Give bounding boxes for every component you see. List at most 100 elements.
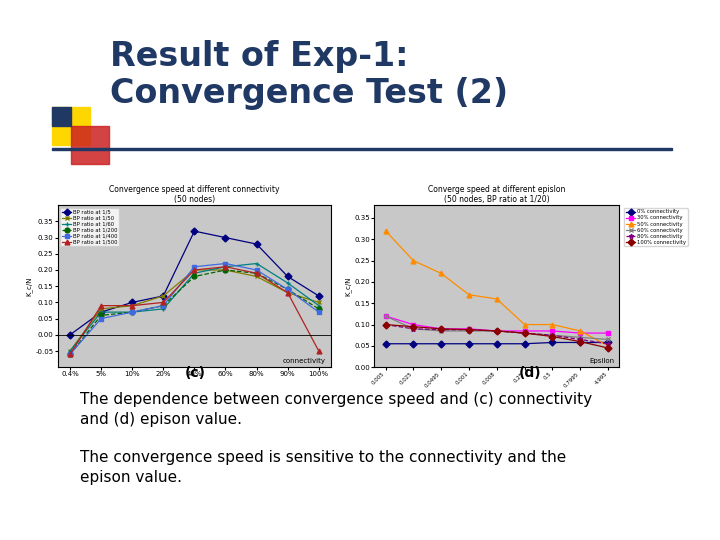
100% connectivity bbox=[409, 323, 418, 330]
BP ratio at 1/200 bbox=[284, 286, 292, 293]
30% connectivity bbox=[521, 328, 529, 334]
BP ratio at 1/400 bbox=[221, 260, 230, 267]
BP ratio at 1/200 bbox=[252, 270, 261, 276]
BP ratio at 1/500 bbox=[159, 299, 168, 306]
Bar bbox=[52, 148, 672, 150]
BP ratio at 1/200 bbox=[315, 306, 323, 312]
80% connectivity bbox=[381, 321, 390, 328]
BP ratio at 1/500 bbox=[221, 264, 230, 270]
BP ratio at 1/500 bbox=[66, 351, 74, 357]
BP ratio at 1/400 bbox=[128, 309, 137, 315]
50% connectivity bbox=[492, 296, 501, 302]
100% connectivity bbox=[576, 339, 585, 345]
Line: 100% connectivity: 100% connectivity bbox=[383, 322, 611, 350]
50% connectivity bbox=[381, 227, 390, 234]
BP ratio at 1/200 bbox=[221, 267, 230, 273]
100% connectivity bbox=[521, 330, 529, 336]
Bar bbox=[52, 107, 90, 145]
Bar bbox=[52, 107, 71, 126]
100% connectivity bbox=[492, 328, 501, 334]
60% connectivity bbox=[437, 328, 446, 334]
Text: (c): (c) bbox=[184, 366, 205, 380]
BP ratio at 1/50 bbox=[284, 289, 292, 296]
100% connectivity bbox=[437, 326, 446, 332]
100% connectivity bbox=[548, 333, 557, 340]
30% connectivity bbox=[437, 326, 446, 332]
60% connectivity bbox=[381, 313, 390, 319]
Bar bbox=[71, 126, 109, 164]
Title: Convergence speed at different connectivity
(50 nodes): Convergence speed at different connectiv… bbox=[109, 185, 279, 205]
30% connectivity bbox=[604, 330, 613, 336]
80% connectivity bbox=[576, 336, 585, 343]
BP ratio at 1/60 bbox=[159, 306, 168, 312]
BP ratio at 1/50 bbox=[66, 348, 74, 354]
Line: BP ratio at 1/60: BP ratio at 1/60 bbox=[68, 261, 321, 354]
Line: 60% connectivity: 60% connectivity bbox=[383, 314, 611, 342]
Y-axis label: K_c/N: K_c/N bbox=[26, 276, 32, 296]
BP ratio at 1/60 bbox=[128, 309, 137, 315]
BP ratio at 1/400 bbox=[96, 315, 105, 322]
Text: Epsilon: Epsilon bbox=[589, 358, 614, 364]
80% connectivity bbox=[548, 332, 557, 339]
BP ratio at 1/500 bbox=[315, 348, 323, 354]
BP ratio at 1/200 bbox=[159, 302, 168, 309]
Title: Converge speed at different epislon
(50 nodes, BP ratio at 1/20): Converge speed at different epislon (50 … bbox=[428, 185, 565, 205]
BP ratio at 1/60 bbox=[315, 302, 323, 309]
50% connectivity bbox=[576, 328, 585, 334]
30% connectivity bbox=[464, 326, 473, 332]
100% connectivity bbox=[604, 345, 613, 351]
BP ratio at 1/60 bbox=[66, 348, 74, 354]
BP ratio at 1/400 bbox=[315, 309, 323, 315]
Line: 50% connectivity: 50% connectivity bbox=[383, 228, 611, 348]
60% connectivity bbox=[604, 336, 613, 343]
BP ratio at 1/50 bbox=[128, 302, 137, 309]
0% connectivity bbox=[548, 339, 557, 346]
30% connectivity bbox=[576, 330, 585, 336]
30% connectivity bbox=[381, 313, 390, 319]
BP ratio at 1/50 bbox=[96, 306, 105, 312]
Y-axis label: K_c/N: K_c/N bbox=[345, 276, 351, 296]
60% connectivity bbox=[492, 328, 501, 334]
Line: 30% connectivity: 30% connectivity bbox=[383, 314, 611, 335]
BP ratio at 1/200 bbox=[190, 273, 199, 280]
BP ratio at 1/50 bbox=[315, 299, 323, 306]
50% connectivity bbox=[437, 270, 446, 276]
Line: 80% connectivity: 80% connectivity bbox=[383, 322, 611, 346]
80% connectivity bbox=[409, 326, 418, 332]
60% connectivity bbox=[409, 326, 418, 332]
80% connectivity bbox=[604, 341, 613, 347]
0% connectivity bbox=[437, 341, 446, 347]
80% connectivity bbox=[492, 328, 501, 334]
BP ratio at 1/60 bbox=[190, 270, 199, 276]
BP ratio at 1/500 bbox=[96, 302, 105, 309]
BP ratio at 1/400 bbox=[190, 264, 199, 270]
BP ratio at 1/5 bbox=[159, 293, 168, 299]
0% connectivity bbox=[381, 341, 390, 347]
50% connectivity bbox=[409, 258, 418, 264]
BP ratio at 1/200 bbox=[128, 309, 137, 315]
Line: BP ratio at 1/200: BP ratio at 1/200 bbox=[68, 267, 321, 357]
BP ratio at 1/60 bbox=[96, 309, 105, 315]
0% connectivity bbox=[464, 341, 473, 347]
Text: (d): (d) bbox=[518, 366, 541, 380]
BP ratio at 1/400 bbox=[284, 286, 292, 293]
Text: The dependence between convergence speed and (c) connectivity
and (d) epison val: The dependence between convergence speed… bbox=[80, 392, 592, 427]
BP ratio at 1/400 bbox=[66, 351, 74, 357]
BP ratio at 1/60 bbox=[284, 280, 292, 286]
BP ratio at 1/400 bbox=[159, 302, 168, 309]
Text: The convergence speed is sensitive to the connectivity and the
epison value.: The convergence speed is sensitive to th… bbox=[80, 450, 566, 485]
30% connectivity bbox=[492, 328, 501, 334]
Line: BP ratio at 1/5: BP ratio at 1/5 bbox=[68, 228, 321, 338]
50% connectivity bbox=[464, 292, 473, 298]
BP ratio at 1/5 bbox=[252, 241, 261, 247]
60% connectivity bbox=[576, 334, 585, 341]
Legend: BP ratio at 1/5, BP ratio at 1/50, BP ratio at 1/60, BP ratio at 1/200, BP ratio: BP ratio at 1/5, BP ratio at 1/50, BP ra… bbox=[60, 208, 119, 246]
BP ratio at 1/200 bbox=[96, 312, 105, 319]
BP ratio at 1/400 bbox=[252, 267, 261, 273]
BP ratio at 1/60 bbox=[221, 264, 230, 270]
60% connectivity bbox=[521, 330, 529, 336]
0% connectivity bbox=[409, 341, 418, 347]
30% connectivity bbox=[409, 321, 418, 328]
BP ratio at 1/5 bbox=[128, 299, 137, 306]
Legend: 0% connectivity, 30% connectivity, 50% connectivity, 60% connectivity, 80% conne: 0% connectivity, 30% connectivity, 50% c… bbox=[624, 208, 688, 246]
